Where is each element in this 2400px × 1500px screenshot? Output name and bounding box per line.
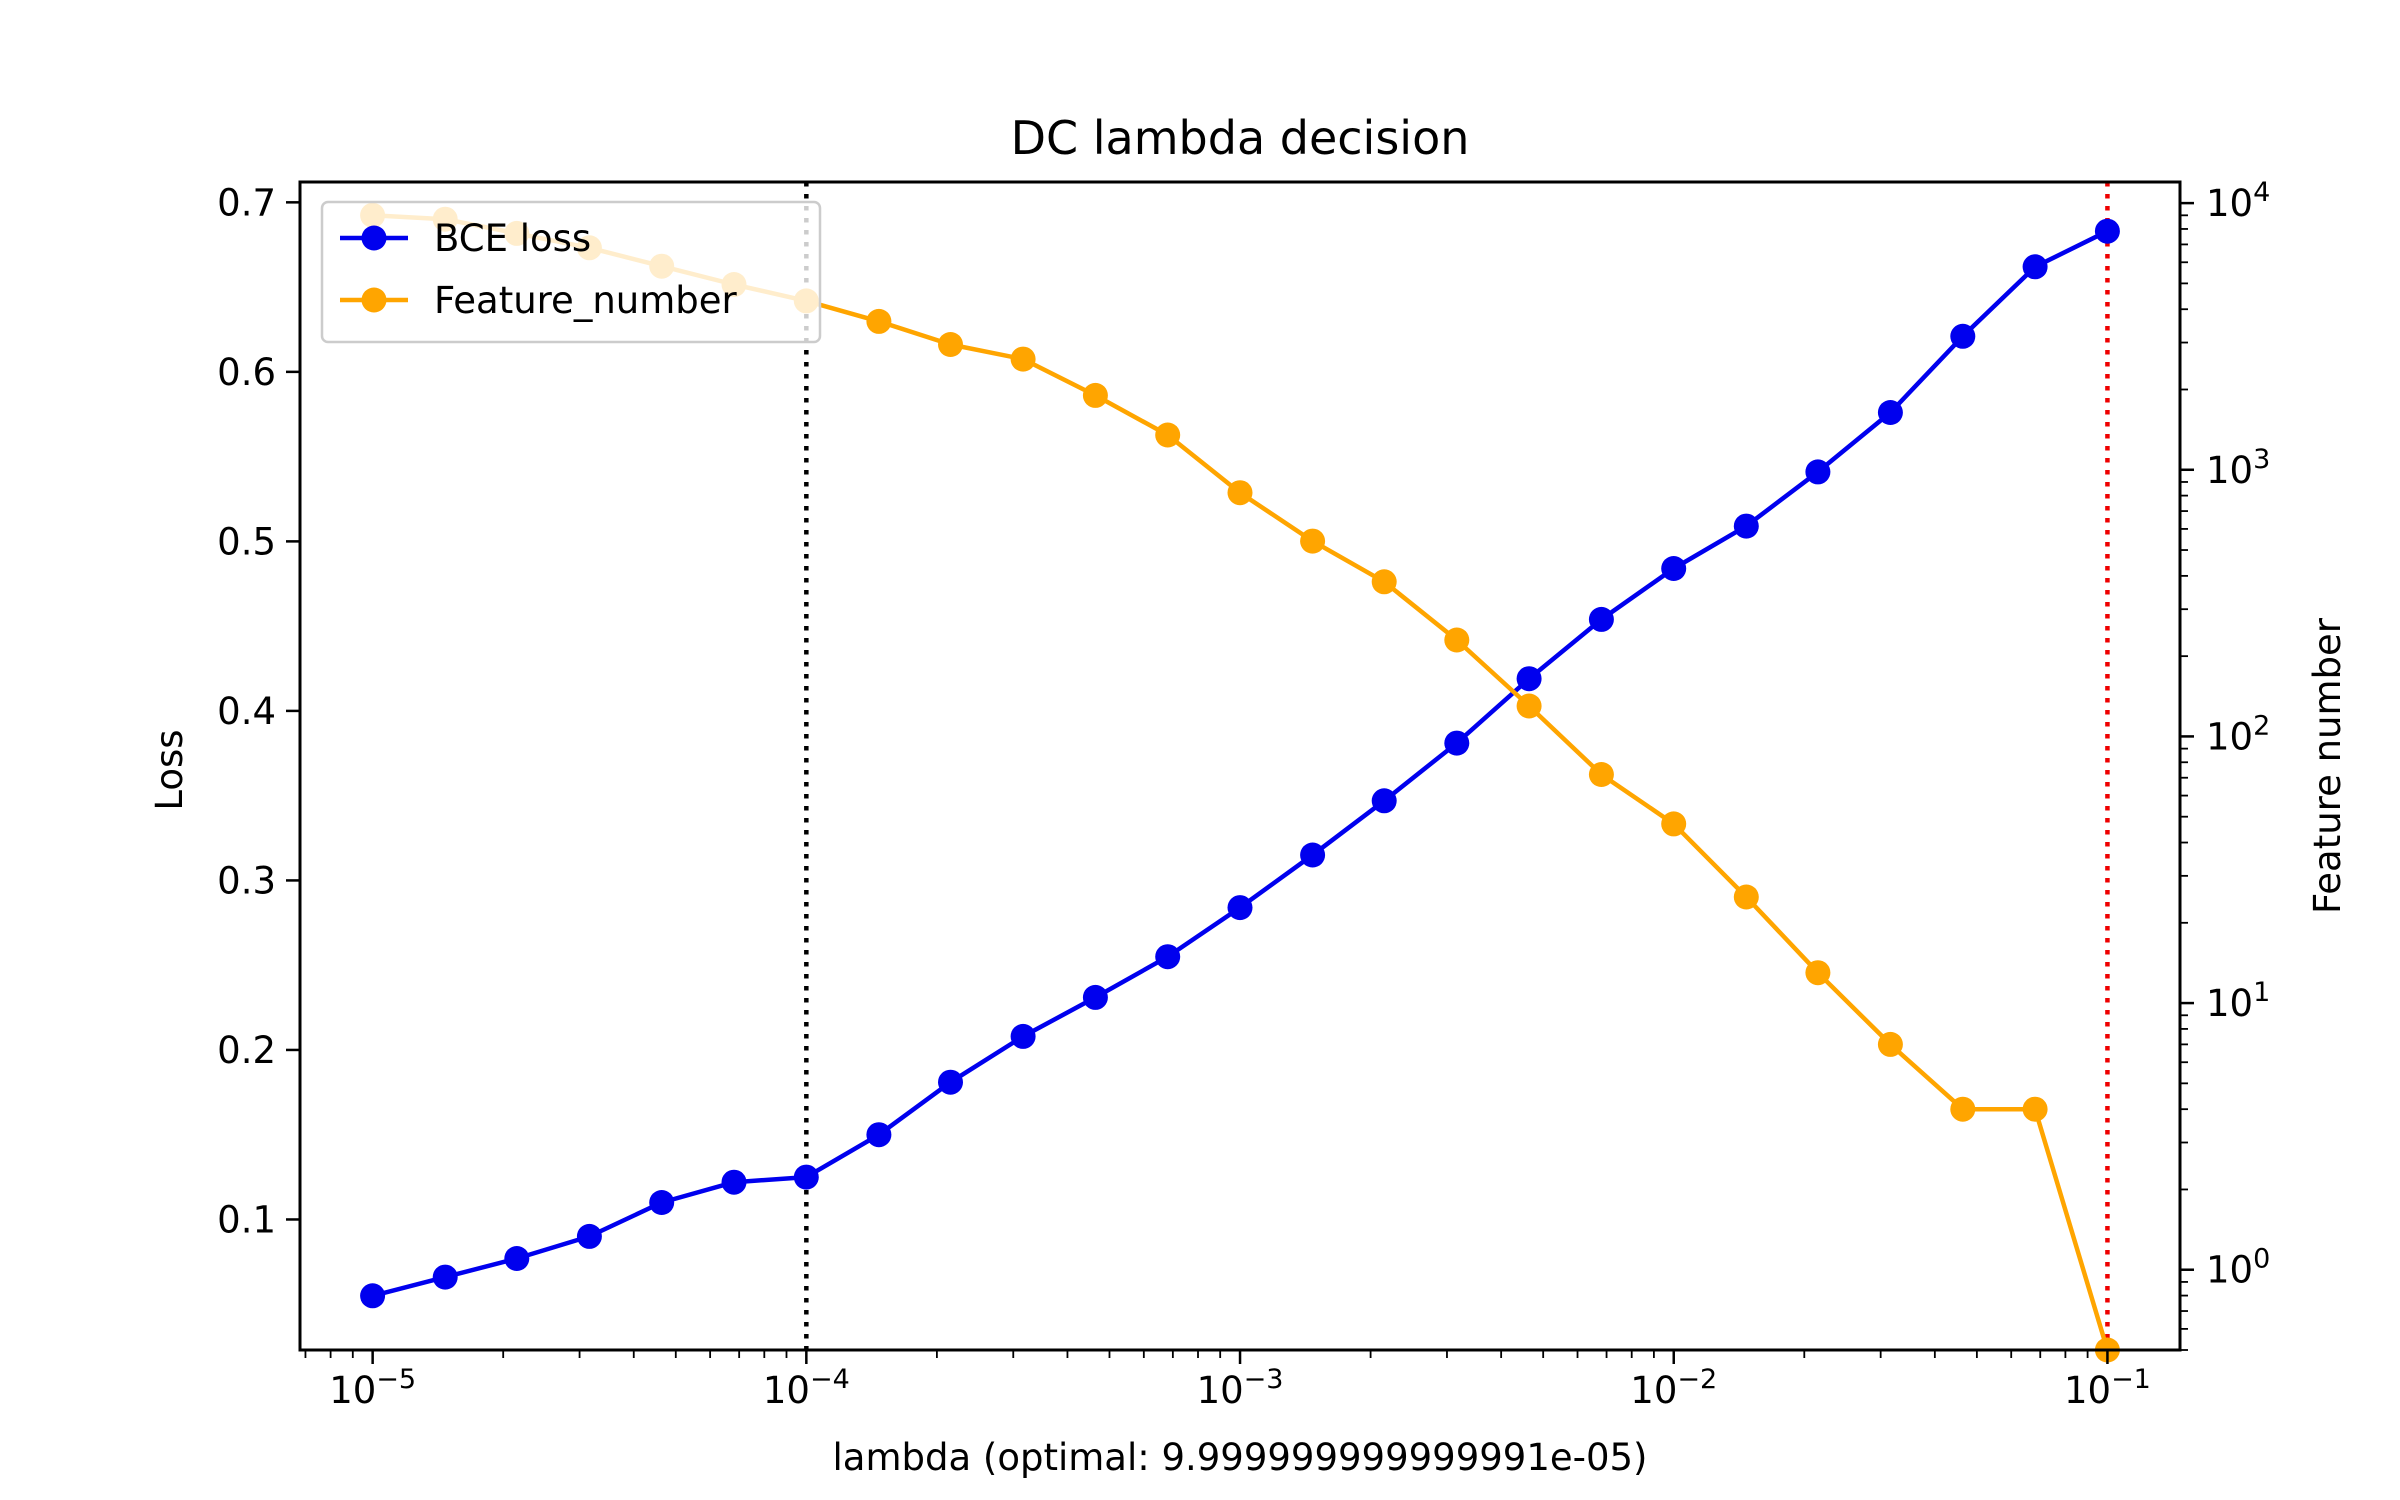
series-2-point [1661, 811, 1687, 837]
series-1-point [1516, 666, 1542, 692]
x-tick-label: 10−1 [2064, 1364, 2151, 1412]
series-1-point [576, 1223, 602, 1249]
y-tick-label: 0.1 [217, 1198, 276, 1241]
y2-tick-label: 100 [2206, 1244, 2270, 1292]
series-1-point [432, 1264, 458, 1290]
series-1-point [1082, 984, 1108, 1010]
series-1-point [360, 1283, 386, 1309]
series-1-point [1010, 1023, 1036, 1049]
legend-box [320, 200, 822, 344]
series-2-point [1733, 884, 1759, 910]
y-tick-label: 0.5 [217, 520, 276, 563]
plot-area [360, 182, 2120, 1363]
x-tick-label: 10−4 [763, 1364, 850, 1412]
series-2-point [1516, 693, 1542, 719]
series-1-point [793, 1164, 819, 1190]
y-tick-label: 0.2 [217, 1029, 276, 1072]
legend-label: Feature_number [434, 279, 738, 322]
series-1-point [1227, 895, 1253, 921]
y-axis-label: Loss [148, 729, 191, 810]
series-1-point [1588, 606, 1614, 632]
legend-label: BCE loss [434, 217, 591, 260]
y2-tick-label: 102 [2206, 710, 2270, 758]
series-2-point [938, 332, 963, 357]
series-1-point [2022, 254, 2048, 280]
series-1-point [1733, 513, 1759, 539]
axes: 10−5 10−4 10−3 10−2 10−1 0.1 0.2 0.3 0.4 0.5 0.6 0.… [217, 177, 2270, 1412]
series-2-point [1227, 480, 1253, 506]
series-1-point [938, 1069, 963, 1095]
x-axis-label: lambda (optimal: 9.999999999999991e-05) [832, 1436, 1647, 1479]
series-2-point [1950, 1096, 1976, 1122]
y-tick-label: 0.3 [217, 859, 276, 902]
series-2-point [1588, 762, 1614, 787]
series-2-point [1155, 422, 1181, 448]
series-2-point [2022, 1096, 2048, 1122]
y2-tick-label: 101 [2206, 977, 2270, 1025]
series-1-point [721, 1169, 747, 1195]
series-2-point [1010, 346, 1036, 372]
series-1-point [1805, 459, 1831, 485]
series-1-point [504, 1246, 530, 1271]
series-1-point [1444, 730, 1470, 756]
legend-swatch-marker [361, 225, 387, 251]
series-2-point [1371, 569, 1397, 595]
series-1-point [1877, 400, 1903, 425]
series-1-point [649, 1190, 675, 1215]
series-1-point [2094, 218, 2120, 244]
y-tick-label: 0.4 [217, 690, 276, 733]
x-tick-label: 10−3 [1197, 1364, 1284, 1412]
series-1-point [1371, 788, 1397, 814]
y2-tick-label: 104 [2206, 177, 2270, 225]
x-tick-label: 10−5 [329, 1364, 416, 1412]
x-tick-label: 10−2 [1630, 1364, 1717, 1412]
series-1-point [866, 1122, 892, 1148]
series-1-point [1661, 556, 1687, 581]
chart-title: DC lambda decision [1011, 111, 1470, 165]
series-1-point [1950, 323, 1976, 349]
legend-swatch-marker [361, 287, 387, 313]
series-2-point [1444, 627, 1470, 653]
legend: BCE loss Feature_number [320, 200, 822, 344]
series-2-point [1300, 528, 1326, 554]
series-2-point [1082, 382, 1108, 408]
series-2-point [1805, 960, 1831, 986]
y2-tick-label: 103 [2206, 444, 2270, 492]
y-tick-label: 0.7 [217, 181, 276, 224]
y2-axis-label: Feature number [2306, 617, 2349, 914]
series-2-point [1877, 1031, 1903, 1057]
series-2-point [866, 308, 892, 334]
y-tick-label: 0.6 [217, 351, 276, 394]
series-1-point [1155, 944, 1181, 970]
series-1-point [1300, 842, 1326, 868]
